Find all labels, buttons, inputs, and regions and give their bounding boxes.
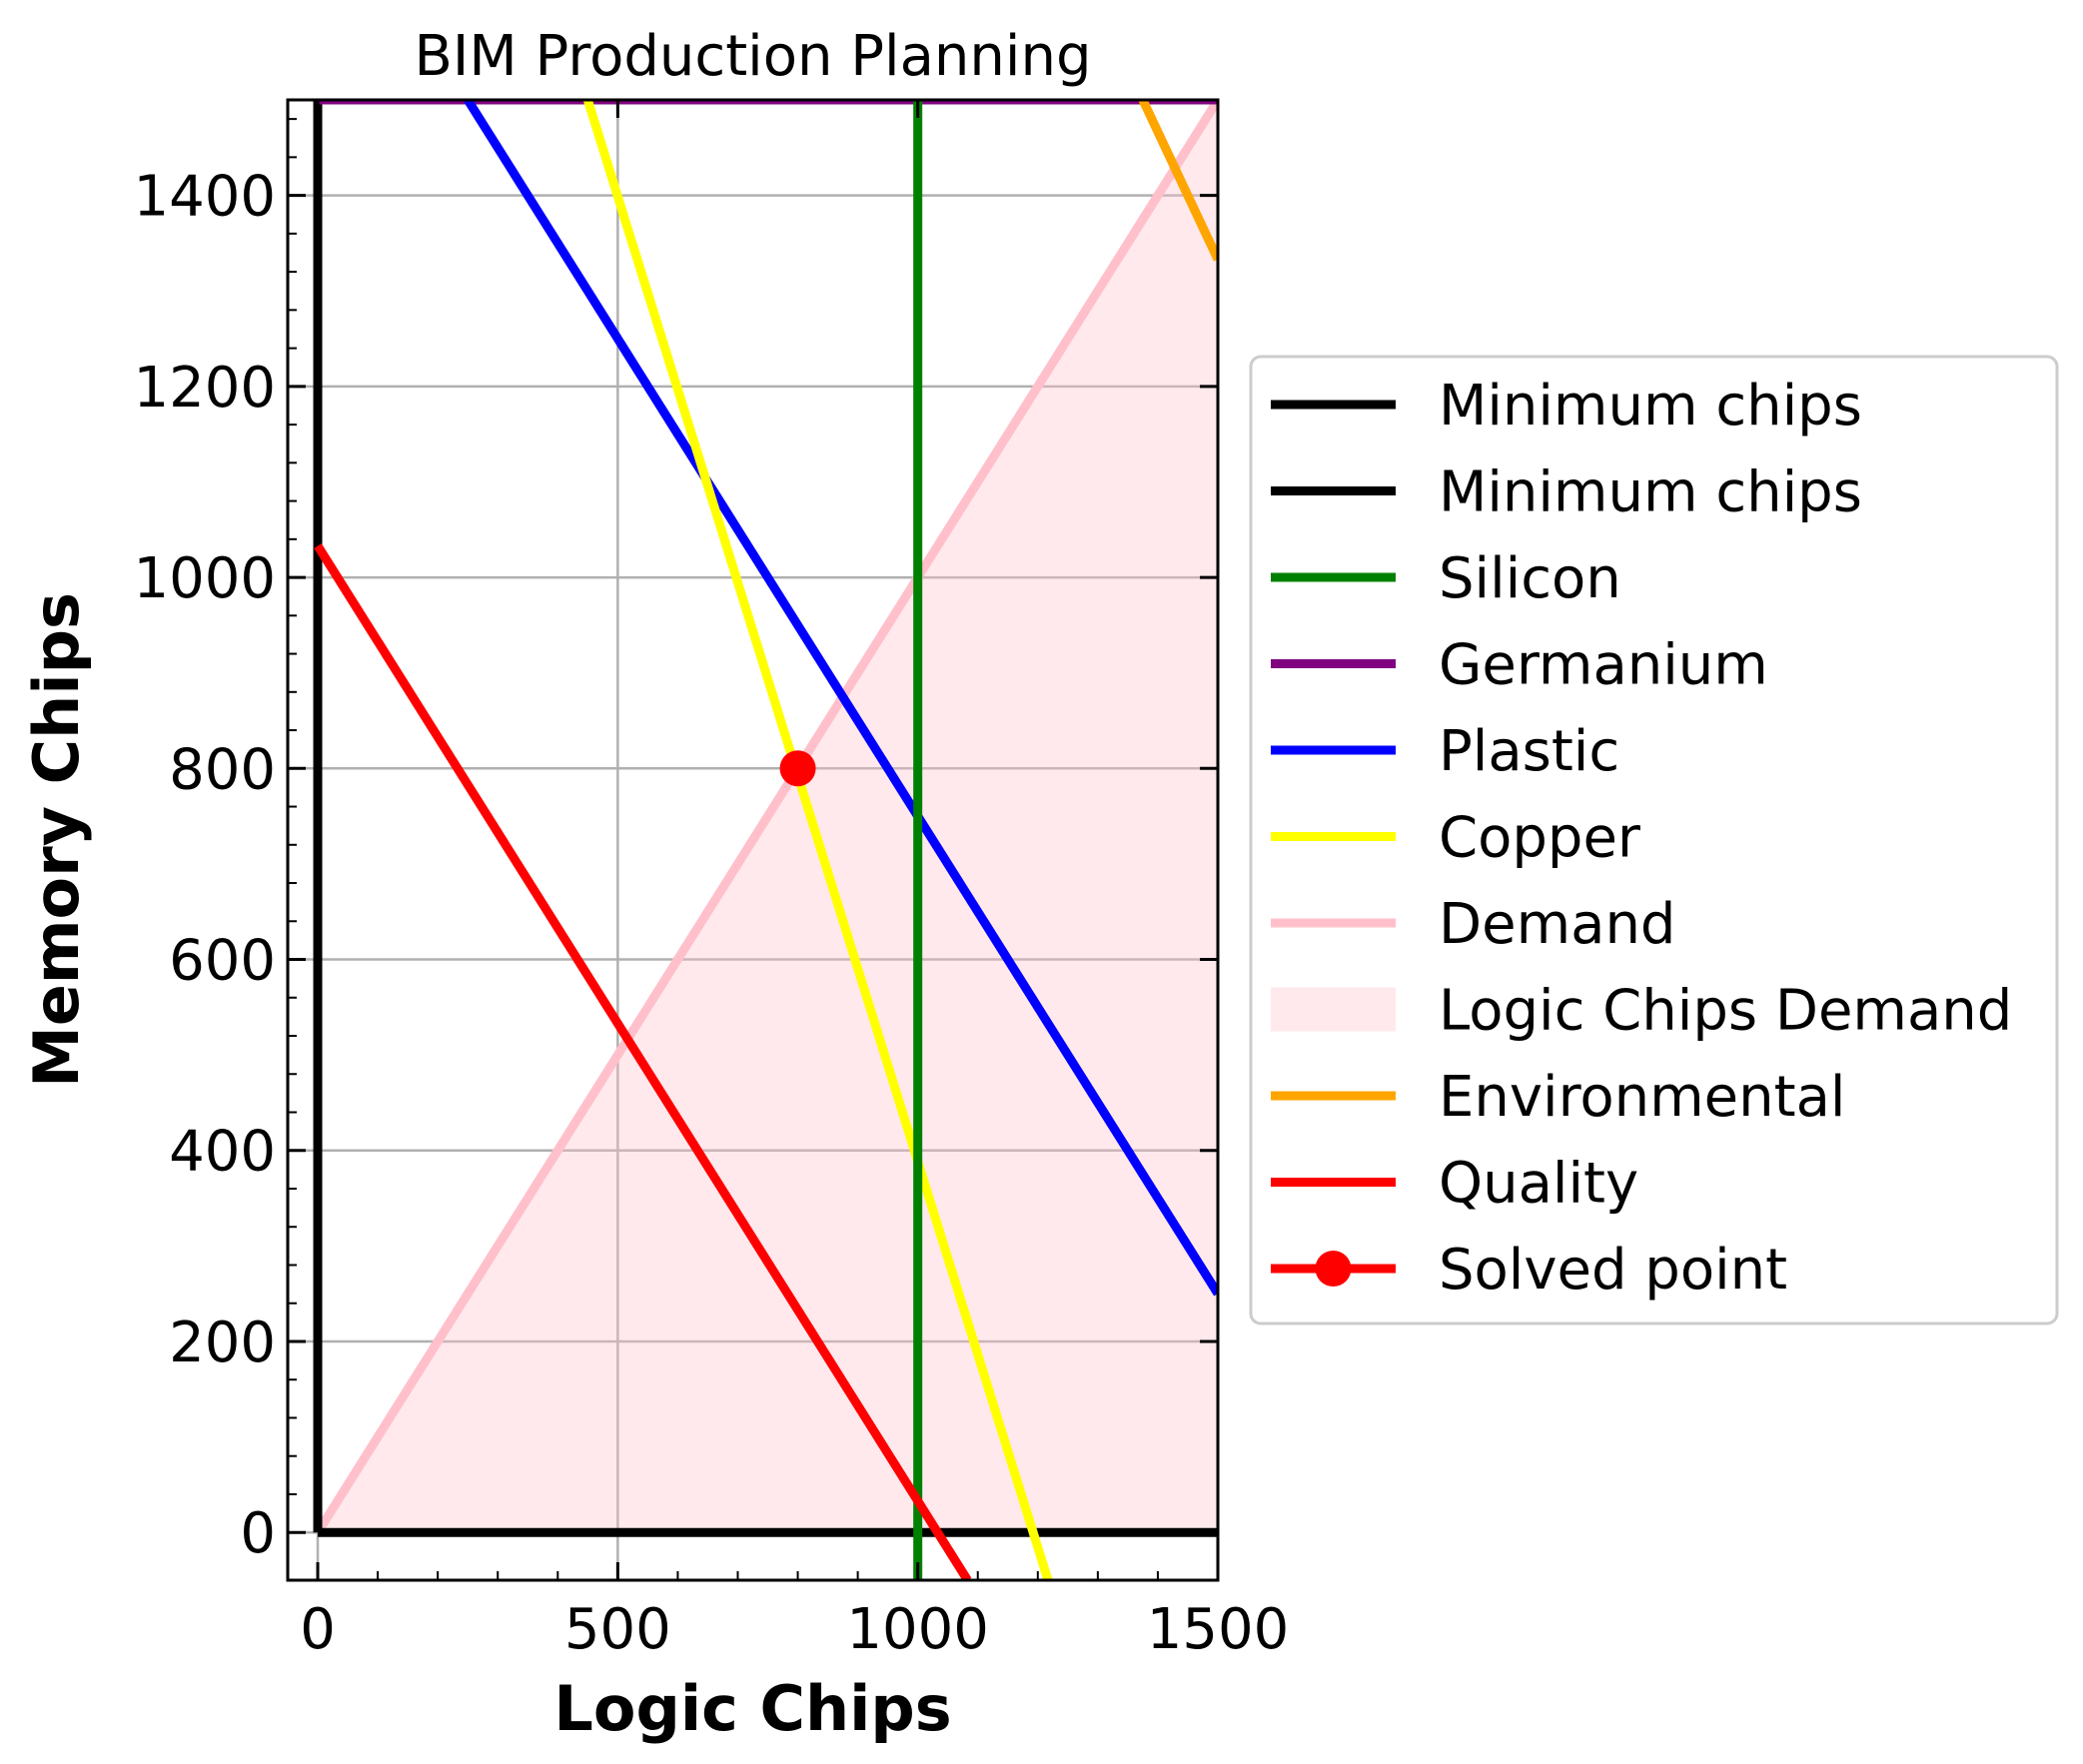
legend-label: Copper [1439,806,1641,871]
series-line-environmental [1138,100,1218,262]
legend-label: Demand [1439,892,1675,957]
solved-point-marker [779,750,816,787]
axis-ticks: 0 500 1000 1500 0 200 400 600 800 1000 1200 1400 [133,100,1289,1662]
legend-label: Solved point [1439,1238,1787,1303]
legend-label: Minimum chips [1439,374,1862,439]
legend-label: Environmental [1439,1065,1845,1130]
legend-label: Quality [1439,1152,1638,1217]
y-tick-label: 1400 [133,165,276,230]
legend-box [1249,355,2059,1325]
series-line-plastic [464,100,1218,1297]
series-line-copper [583,100,1053,1580]
y-tick-label: 1000 [133,546,276,611]
legend: Minimum chips Minimum chips Silicon Germani… [1249,355,2059,1325]
y-tick-label: 1200 [133,356,276,421]
x-tick-label: 1500 [1147,1597,1290,1662]
legend-swatch-fill [1271,987,1396,1032]
y-tick-label: 200 [169,1311,276,1375]
legend-label: Silicon [1439,546,1621,611]
legend-label: Logic Chips Demand [1439,979,2012,1044]
solved-point-layer [779,750,816,787]
series-line-demand [314,100,1218,1535]
legend-swatch-marker [1315,1251,1352,1287]
x-axis-title: Logic Chips [553,1672,951,1745]
y-axis-title: Memory Chips [20,592,93,1088]
legend-label: Germanium [1439,633,1768,698]
plot-frame [286,98,1220,1582]
series-line-quality [314,543,972,1580]
legend-label: Minimum chips [1439,460,1862,525]
x-tick-label: 500 [564,1597,671,1662]
chart-title: BIM Production Planning [414,24,1091,89]
x-tick-label: 1000 [846,1597,989,1662]
x-tick-label: 0 [300,1597,336,1662]
y-tick-label: 800 [169,737,276,802]
series-lines [313,100,1218,1580]
y-tick-label: 0 [240,1501,276,1566]
y-tick-label: 400 [169,1120,276,1185]
legend-label: Plastic [1439,719,1619,784]
y-tick-label: 600 [169,929,276,994]
